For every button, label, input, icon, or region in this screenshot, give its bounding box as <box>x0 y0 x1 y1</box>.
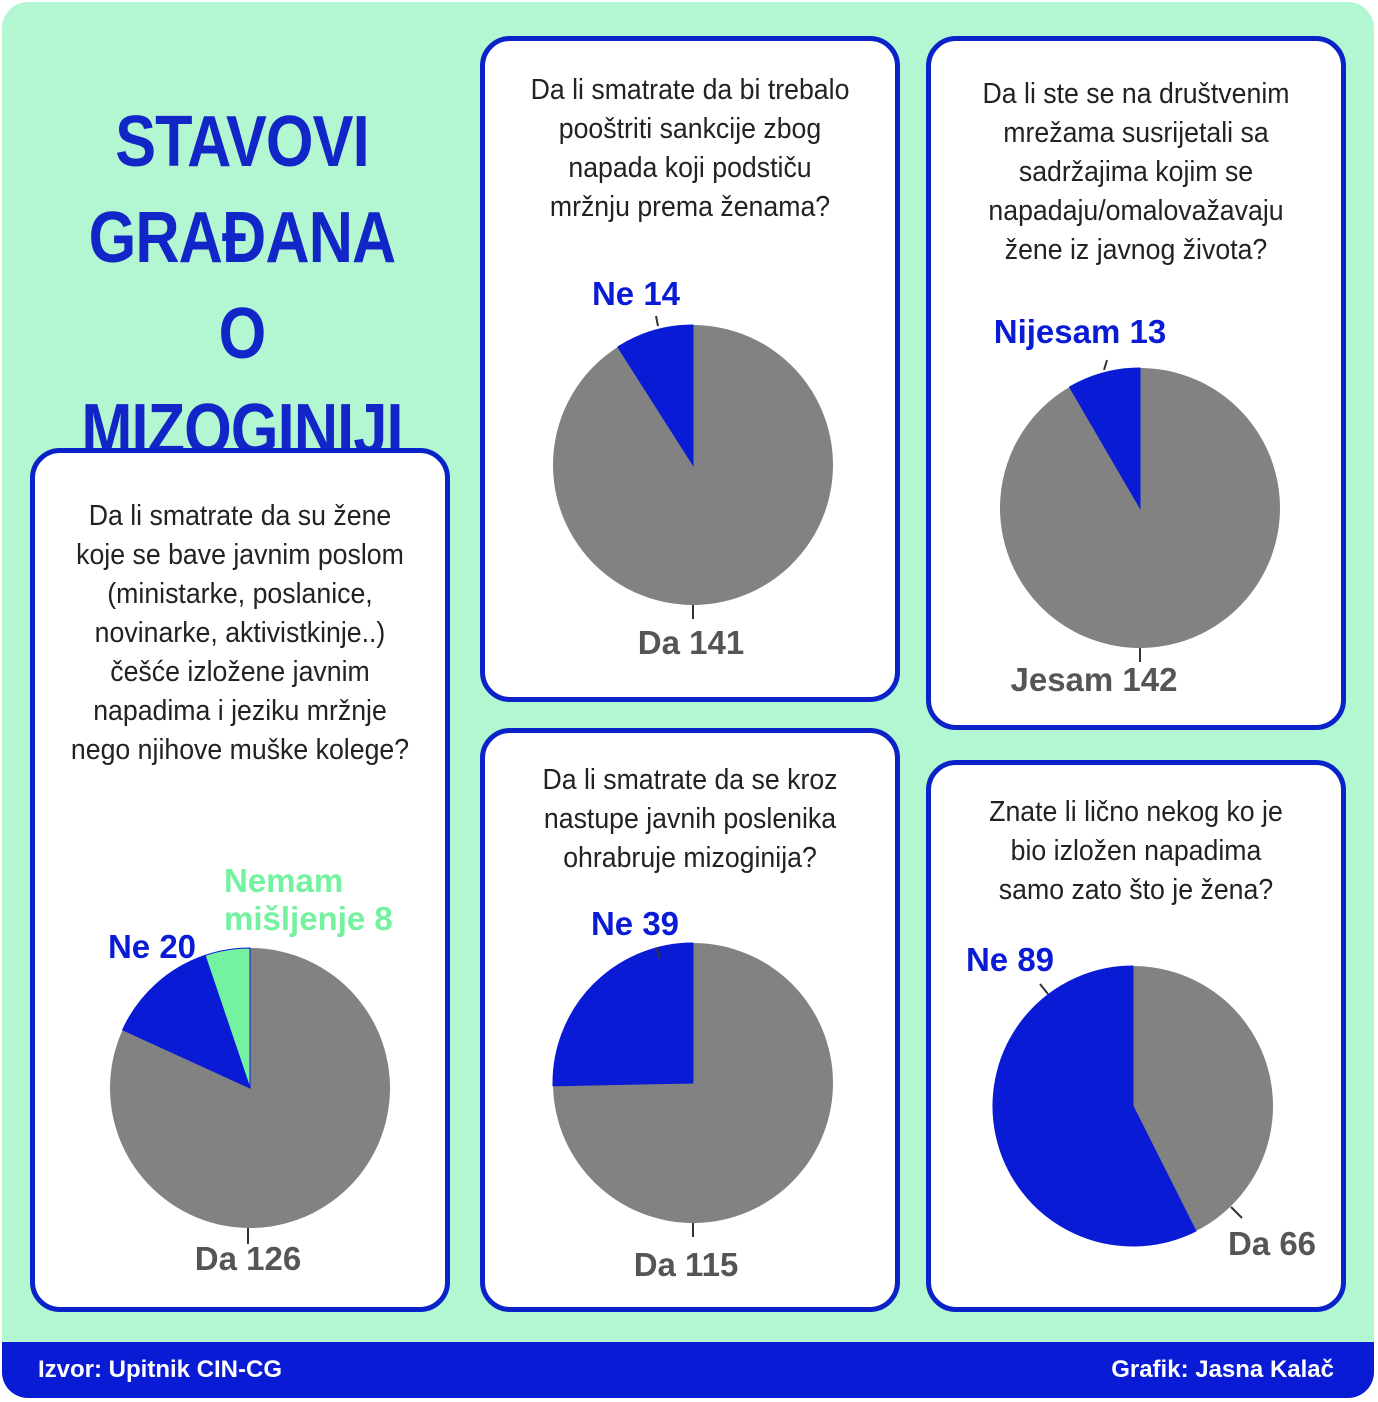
slice-label-ne: Ne 20 <box>108 928 196 965</box>
slice-label-nemam-mišljenje: Nemam mišljenje 8 <box>224 862 393 937</box>
chart-panel-4: Da li smatrate da se kroz nastupe javnih… <box>480 728 900 1312</box>
chart-question: Da li smatrate da bi trebalo pooštriti s… <box>530 74 850 223</box>
slice-label-ne: Ne 39 <box>591 905 679 942</box>
pie-slice-ne <box>992 965 1197 1247</box>
footer-bar: Izvor: Upitnik CIN-CG Grafik: Jasna Kala… <box>2 1342 1374 1398</box>
chart-question: Da li smatrate da su žene koje se bave j… <box>70 500 410 766</box>
label-leader-line <box>655 315 659 327</box>
pie-chart: Da 141 Ne 14 <box>553 275 833 661</box>
slice-label-jesam: Jesam 142 <box>1011 661 1178 698</box>
pie-slice-da <box>1133 966 1273 1232</box>
label-leader-line <box>1103 359 1108 371</box>
pie-slice-ne <box>617 324 694 467</box>
title-line-1: STAVOVI <box>115 102 369 182</box>
infographic-title: STAVOVI GRAĐANA O MIZOGINIJI <box>72 94 412 478</box>
slice-label-nijesam: Nijesam 13 <box>994 313 1166 350</box>
chart-panel-2: Da li smatrate da bi trebalo pooštriti s… <box>480 36 900 702</box>
pie-slice-nijesam <box>1068 367 1141 510</box>
pie-chart: Da 115 Ne 39 <box>552 905 833 1283</box>
chart-panel-3: Da li ste se na društvenim mrežama susri… <box>926 36 1346 730</box>
slice-label-ne: Ne 14 <box>592 275 681 312</box>
slice-label-da: Da 66 <box>1228 1225 1316 1262</box>
chart-question: Da li ste se na društvenim mrežama susri… <box>982 78 1290 266</box>
pie-chart: Da 126 Ne 20 Nemam mišljenje 8 <box>108 862 393 1277</box>
label-leader-line <box>1039 983 1049 995</box>
title-line-2: GRAĐANA O <box>88 198 397 374</box>
slice-label-da: Da 141 <box>638 624 744 661</box>
chart-question: Da li smatrate da se kroz nastupe javnih… <box>542 764 838 874</box>
label-leader-line <box>1230 1206 1243 1219</box>
pie-chart: Da 66 Ne 89 <box>966 941 1316 1262</box>
credit-note: Grafik: Jasna Kalač <box>1111 1356 1334 1383</box>
slice-label-ne: Ne 89 <box>966 941 1054 978</box>
pie-slice-ne <box>121 954 251 1089</box>
slice-label-da: Da 126 <box>195 1240 301 1277</box>
source-note: Izvor: Upitnik CIN-CG <box>38 1356 282 1383</box>
pie-slice-nemam-mišljenje <box>204 947 251 1089</box>
pie-slice-ne <box>552 942 694 1087</box>
chart-question: Znate li lično nekog ko je bio izložen n… <box>989 796 1283 906</box>
chart-panel-1: Da li smatrate da su žene koje se bave j… <box>30 448 450 1312</box>
label-leader-line <box>655 947 661 959</box>
slice-label-da: Da 115 <box>634 1246 739 1283</box>
chart-panel-5: Znate li lično nekog ko je bio izložen n… <box>926 760 1346 1312</box>
pie-chart: Jesam 142 Nijesam 13 <box>994 313 1280 698</box>
